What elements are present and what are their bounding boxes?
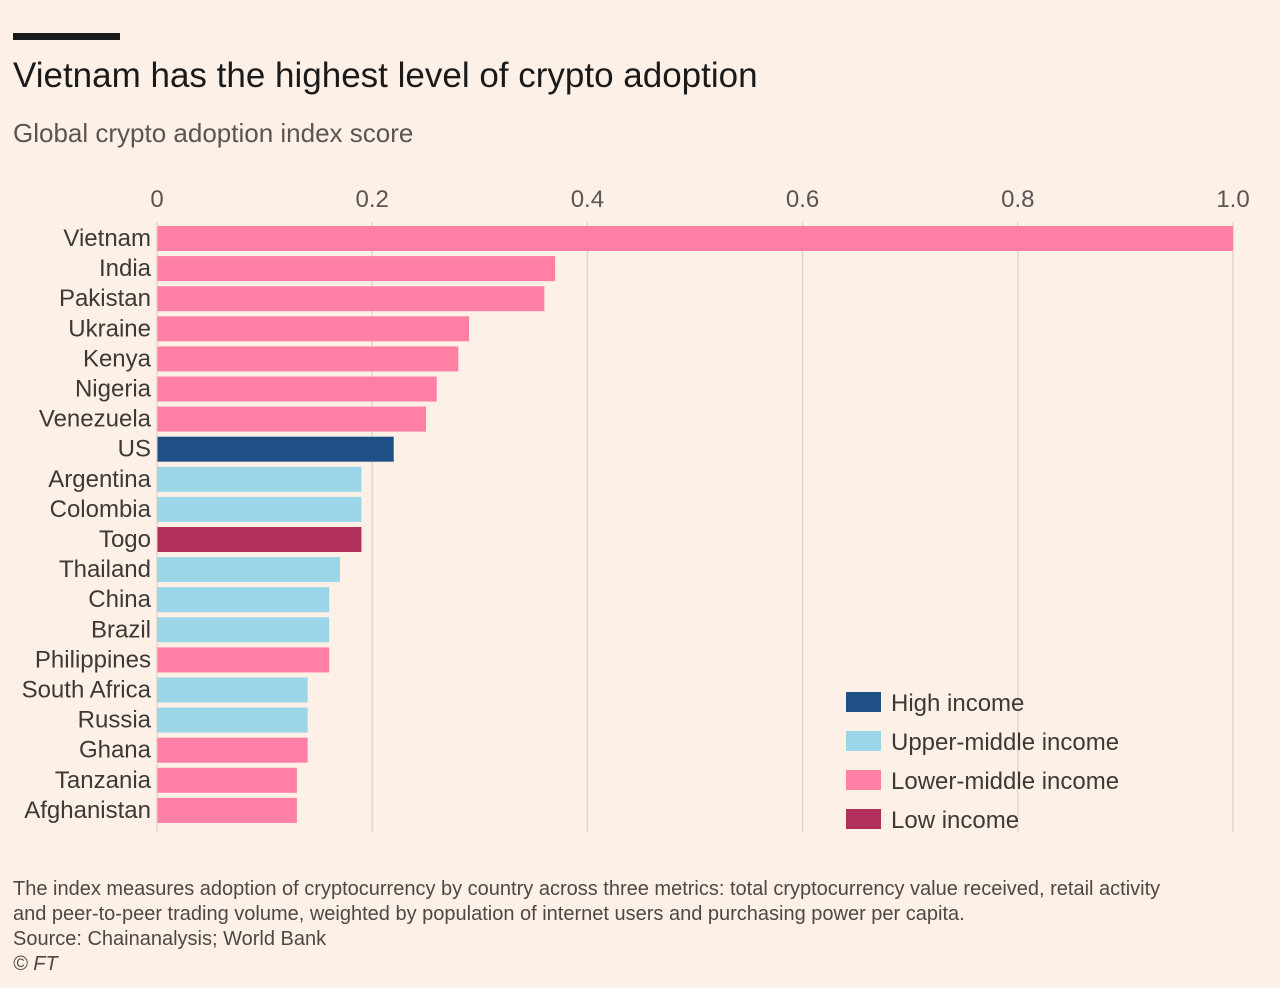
category-label: Argentina [48,466,151,493]
category-label: Thailand [59,556,151,583]
bar [157,286,545,312]
category-label: Philippines [35,646,151,673]
category-label: India [99,255,152,282]
x-tick-label: 0.8 [1001,186,1034,213]
category-label: Pakistan [59,285,151,312]
bar [157,617,330,643]
bar [157,466,362,492]
category-label: South Africa [22,677,152,704]
x-tick-label: 0 [150,186,163,213]
legend-swatch [846,809,881,829]
category-label: Brazil [91,616,151,643]
category-label: Tanzania [55,767,152,794]
category-label: Ukraine [68,315,151,342]
footnote-line-1: The index measures adoption of cryptocur… [13,878,1161,900]
bar [157,527,362,552]
bar [157,647,330,673]
bar [157,406,426,432]
category-label: China [88,586,151,613]
header-rule [13,33,120,40]
chart-footer: The index measures adoption of cryptocur… [13,877,1268,977]
source-note: Source: Chainanalysis; World Bank [13,928,327,950]
bar [157,316,470,342]
legend-label: High income [891,690,1024,717]
bar [157,707,308,733]
bar [157,376,437,402]
x-tick-label: 0.6 [786,186,819,213]
bar-chart: 0 0.2 0.4 0.6 0.8 1.0 Vietnam India Pakistan Ukra… [22,186,1250,834]
bar [157,767,297,793]
bar [157,496,362,522]
category-label: Kenya [83,345,152,372]
legend-swatch [846,692,881,712]
category-label: Togo [99,526,151,553]
bar [157,346,459,372]
legend-label: Low income [891,807,1019,834]
chart-title: Vietnam has the highest level of crypto … [13,56,758,95]
x-tick-label: 0.2 [356,186,389,213]
bar [157,737,308,763]
category-label: Russia [78,707,152,734]
category-label: Vietnam [63,225,151,252]
category-label: US [118,436,151,463]
bar [157,256,556,282]
x-tick-label: 0.4 [571,186,604,213]
category-label: Venezuela [39,406,152,433]
bar [157,557,340,583]
bar [157,587,330,613]
category-label: Ghana [79,737,152,764]
bar [157,797,297,823]
legend-label: Lower-middle income [891,768,1119,795]
footnote-line-2: and peer-to-peer trading volume, weighte… [13,903,965,925]
bar [157,226,1233,251]
category-label: Afghanistan [24,797,151,824]
category-label: Colombia [50,496,152,523]
x-tick-label: 1.0 [1216,186,1249,213]
credit-note: © FT [13,953,58,975]
category-label: Nigeria [75,376,152,403]
chart-subtitle: Global crypto adoption index score [13,118,414,148]
bar [157,677,308,703]
legend-swatch [846,731,881,751]
bar [157,436,394,462]
legend-swatch [846,770,881,790]
legend-label: Upper-middle income [891,729,1119,756]
